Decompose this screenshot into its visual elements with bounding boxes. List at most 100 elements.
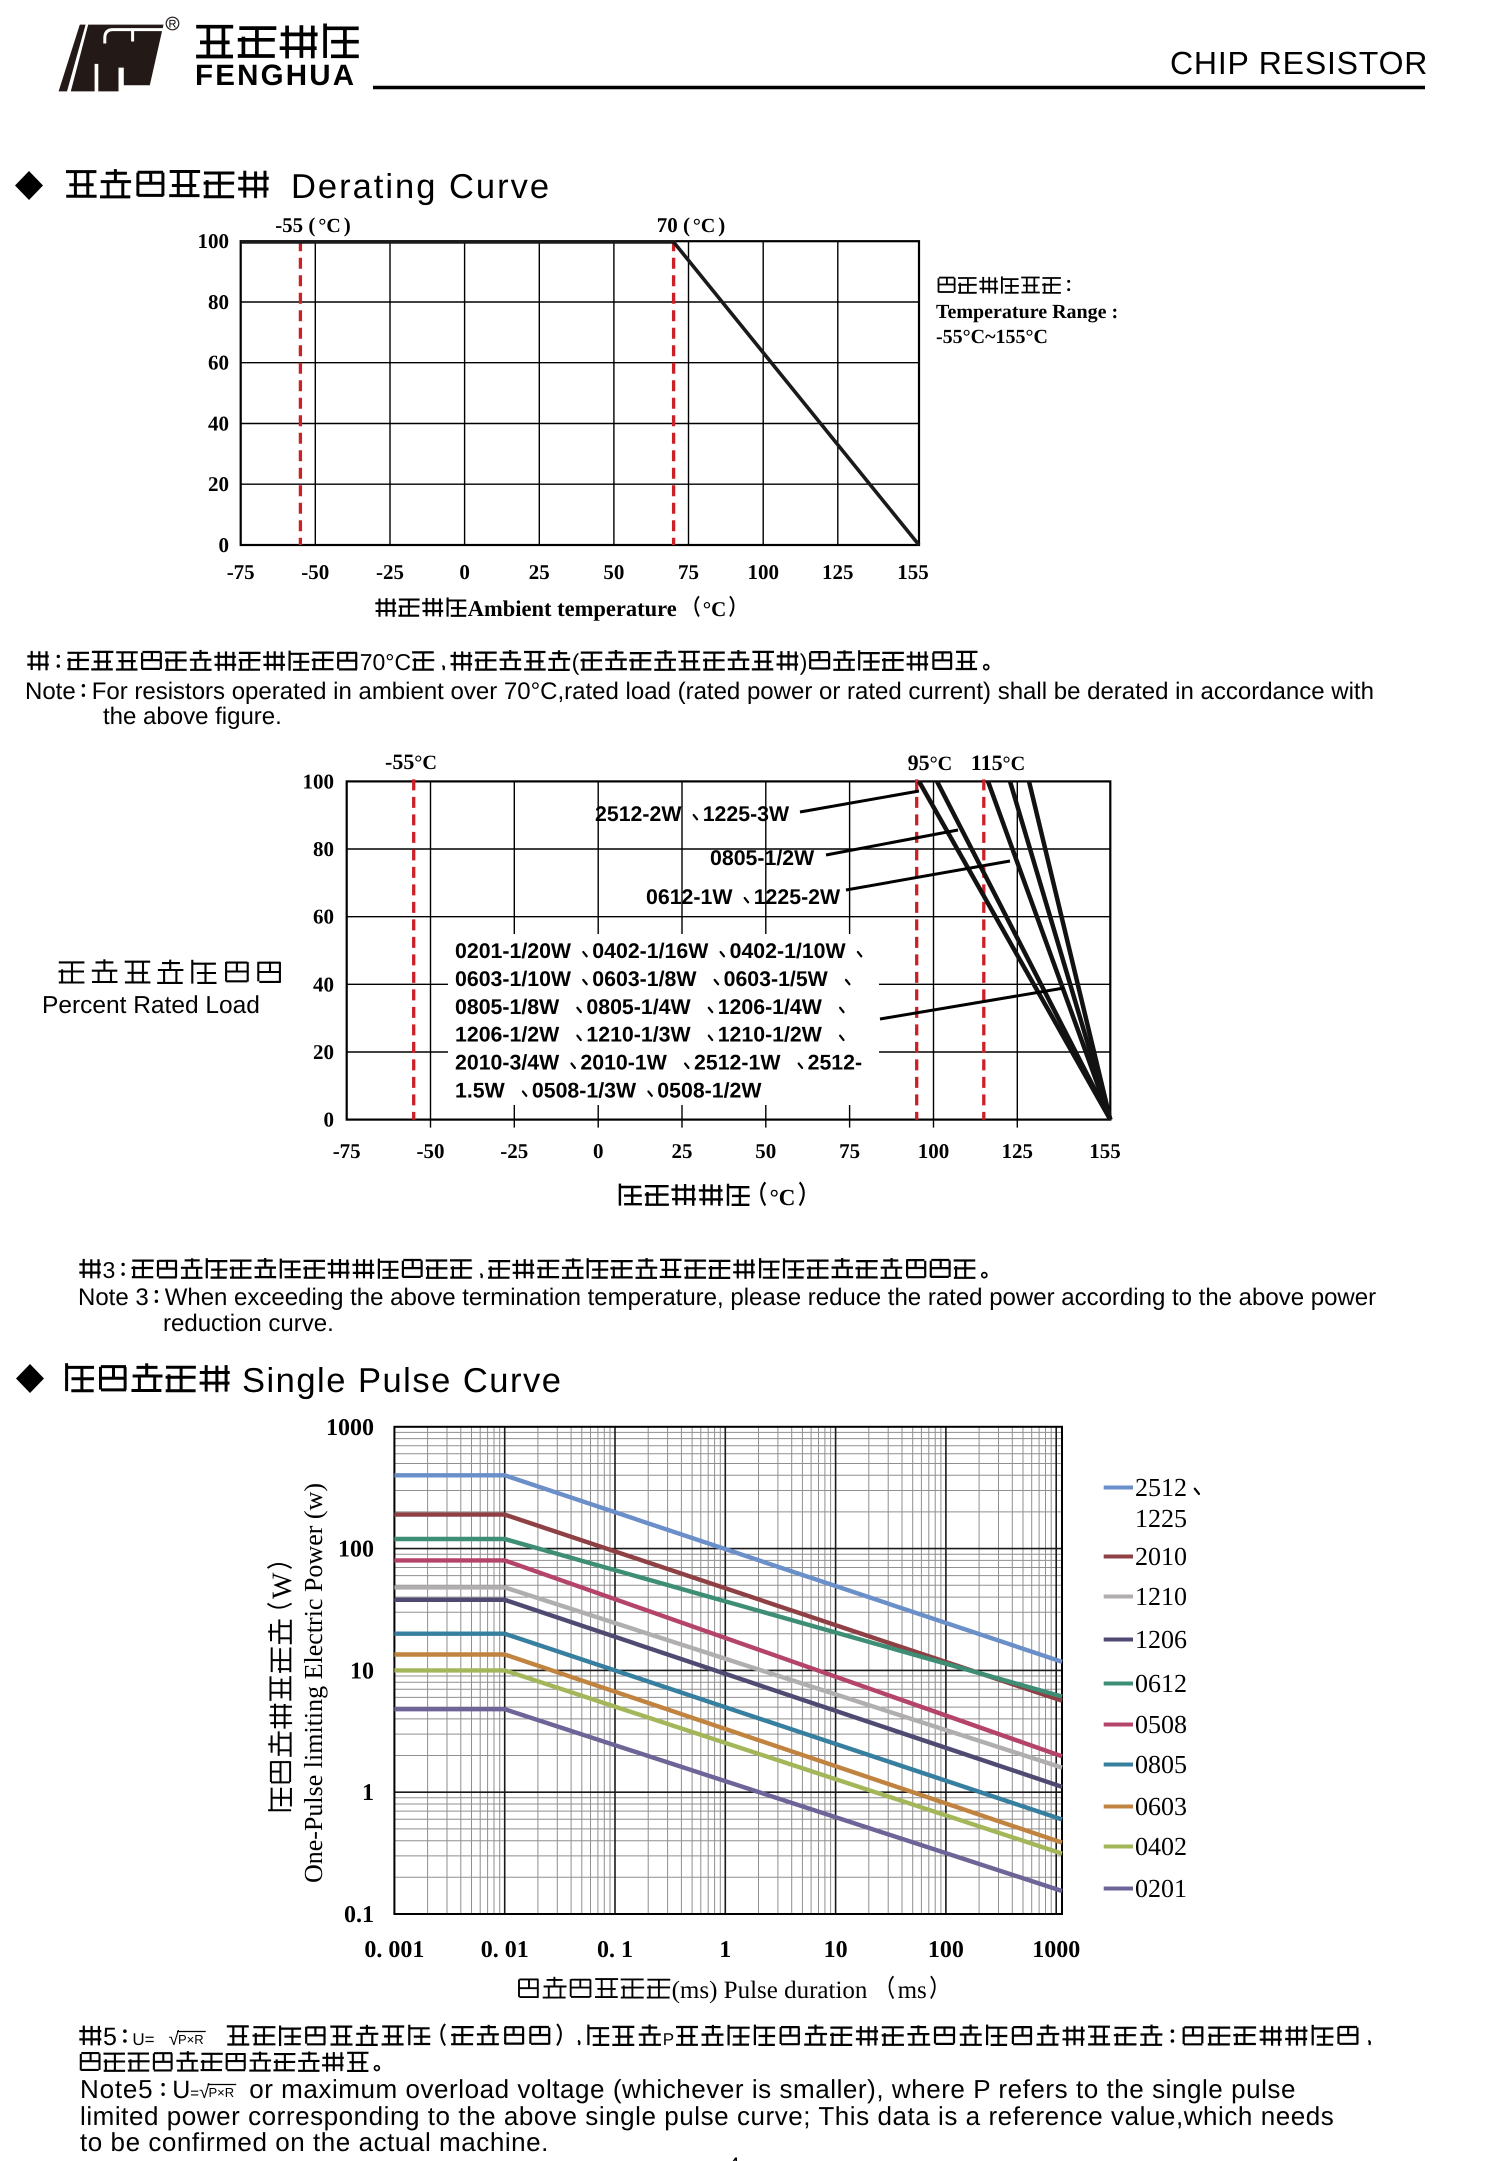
svg-text:For resistors operated in ambi: For resistors operated in ambient over 7…: [92, 678, 1374, 705]
svg-text:100: 100: [338, 1537, 374, 1563]
svg-text:°C: °C: [770, 1185, 796, 1210]
svg-text:limited power corresponding to: limited power corresponding to the above…: [80, 2101, 1334, 2131]
svg-text:0805-1/2W: 0805-1/2W: [710, 846, 815, 870]
svg-text:(ms) Pulse duration: (ms) Pulse duration: [672, 1977, 868, 2004]
svg-text:50: 50: [603, 560, 624, 584]
svg-text:0. 01: 0. 01: [481, 1937, 529, 1963]
svg-text:100: 100: [303, 769, 335, 793]
svg-text:0201-1/20W: 0201-1/20W: [455, 939, 572, 963]
svg-text:4: 4: [728, 2154, 740, 2161]
svg-text:-25: -25: [500, 1139, 528, 1163]
svg-text:155: 155: [1089, 1139, 1121, 1163]
svg-text:=: =: [190, 2085, 199, 2102]
svg-text:40: 40: [313, 972, 334, 996]
svg-text:0603-1/10W: 0603-1/10W: [455, 967, 572, 991]
svg-text:Note: Note: [25, 678, 76, 705]
svg-text:0.1: 0.1: [344, 1902, 374, 1928]
svg-text:0. 001: 0. 001: [364, 1937, 424, 1963]
svg-text:1.5W: 1.5W: [455, 1079, 506, 1103]
svg-text:): ): [344, 213, 351, 237]
svg-text:0: 0: [324, 1108, 335, 1132]
svg-text:2512-2W: 2512-2W: [595, 802, 682, 826]
svg-text:1000: 1000: [326, 1415, 374, 1441]
svg-text:0612: 0612: [1135, 1669, 1187, 1698]
svg-text:-50: -50: [417, 1139, 445, 1163]
svg-text:0603-1/8W: 0603-1/8W: [592, 967, 697, 991]
svg-text:0805-1/8W: 0805-1/8W: [455, 995, 560, 1019]
svg-text:One-Pulse limiting Electric Po: One-Pulse limiting Electric Power (w): [299, 1483, 328, 1883]
svg-text:-50: -50: [301, 560, 329, 584]
svg-text:2512-: 2512-: [808, 1051, 862, 1075]
svg-text:80: 80: [313, 837, 334, 861]
svg-text:2010-1W: 2010-1W: [580, 1051, 667, 1075]
svg-text:°C: °C: [703, 597, 727, 621]
svg-text:1210-1/2W: 1210-1/2W: [718, 1023, 823, 1047]
svg-text:0508-1/3W: 0508-1/3W: [532, 1079, 637, 1103]
svg-text:100: 100: [747, 560, 779, 584]
svg-text:1210: 1210: [1135, 1582, 1187, 1611]
svg-text:1206-1/4W: 1206-1/4W: [718, 995, 823, 1019]
svg-text:): ): [800, 649, 808, 675]
svg-text:75: 75: [678, 560, 699, 584]
svg-text:1225: 1225: [1135, 1504, 1187, 1533]
svg-text:50: 50: [755, 1139, 776, 1163]
svg-text:0508: 0508: [1135, 1710, 1187, 1739]
svg-text:1206: 1206: [1135, 1625, 1187, 1654]
svg-text:-75: -75: [227, 560, 255, 584]
svg-text:0: 0: [593, 1139, 604, 1163]
svg-text:0402-1/10W: 0402-1/10W: [730, 939, 847, 963]
svg-text:70°C: 70°C: [360, 649, 411, 675]
svg-text:2010-3/4W: 2010-3/4W: [455, 1051, 560, 1075]
svg-text:FENGHUA: FENGHUA: [195, 59, 356, 92]
svg-text:95: 95: [908, 750, 930, 775]
svg-text:Percent Rated Load: Percent Rated Load: [42, 992, 260, 1019]
svg-text:P: P: [663, 2030, 674, 2049]
svg-text:P×R: P×R: [178, 2032, 204, 2047]
svg-text:0612-1W: 0612-1W: [646, 885, 733, 909]
svg-text:3: 3: [103, 1257, 116, 1283]
svg-text:-55 (: -55 (: [275, 213, 315, 237]
svg-text:-55°C~155°C: -55°C~155°C: [936, 326, 1048, 348]
svg-text:0: 0: [219, 533, 230, 557]
svg-text:40: 40: [208, 412, 229, 436]
svg-text:1: 1: [362, 1780, 374, 1806]
svg-text:100: 100: [918, 1139, 950, 1163]
svg-text:1: 1: [719, 1937, 731, 1963]
svg-text:20: 20: [313, 1040, 334, 1064]
svg-text:W: W: [267, 1572, 298, 1599]
svg-text:1225-3W: 1225-3W: [703, 802, 790, 826]
svg-text:115: 115: [971, 750, 1003, 775]
svg-text:100: 100: [198, 229, 230, 253]
svg-text:0508-1/2W: 0508-1/2W: [657, 1079, 762, 1103]
svg-text:-55: -55: [385, 749, 414, 774]
svg-text:1206-1/2W: 1206-1/2W: [455, 1023, 560, 1047]
svg-text:Note 3: Note 3: [78, 1284, 149, 1311]
svg-text:-75: -75: [333, 1139, 361, 1163]
svg-text:155: 155: [897, 560, 929, 584]
svg-text:(: (: [572, 649, 580, 675]
svg-text:0603-1/5W: 0603-1/5W: [724, 967, 829, 991]
svg-text:70 (: 70 (: [657, 213, 690, 237]
svg-text:°C: °C: [930, 753, 953, 775]
svg-text:√: √: [169, 2029, 180, 2050]
svg-text:25: 25: [672, 1139, 693, 1163]
svg-text:25: 25: [529, 560, 550, 584]
svg-text:√: √: [199, 2082, 210, 2103]
svg-text:2512: 2512: [1135, 1473, 1187, 1502]
svg-text:0201: 0201: [1135, 1874, 1187, 1903]
svg-text:ms: ms: [898, 1977, 927, 2004]
svg-text:-25: -25: [376, 560, 404, 584]
svg-text:1000: 1000: [1032, 1937, 1080, 1963]
svg-text:the above figure.: the above figure.: [103, 703, 282, 730]
svg-text:0402: 0402: [1135, 1832, 1187, 1861]
svg-text:20: 20: [208, 472, 229, 496]
svg-text:0402-1/16W: 0402-1/16W: [592, 939, 709, 963]
svg-text:10: 10: [824, 1937, 848, 1963]
svg-text:0: 0: [459, 560, 470, 584]
svg-text:CHIP RESISTOR: CHIP RESISTOR: [1170, 45, 1428, 81]
svg-text:Note5: Note5: [80, 2074, 153, 2104]
svg-text:0805-1/4W: 0805-1/4W: [586, 995, 691, 1019]
svg-text:125: 125: [1002, 1139, 1034, 1163]
svg-text:5: 5: [103, 2023, 117, 2051]
svg-text:Temperature Range :: Temperature Range :: [936, 301, 1118, 323]
